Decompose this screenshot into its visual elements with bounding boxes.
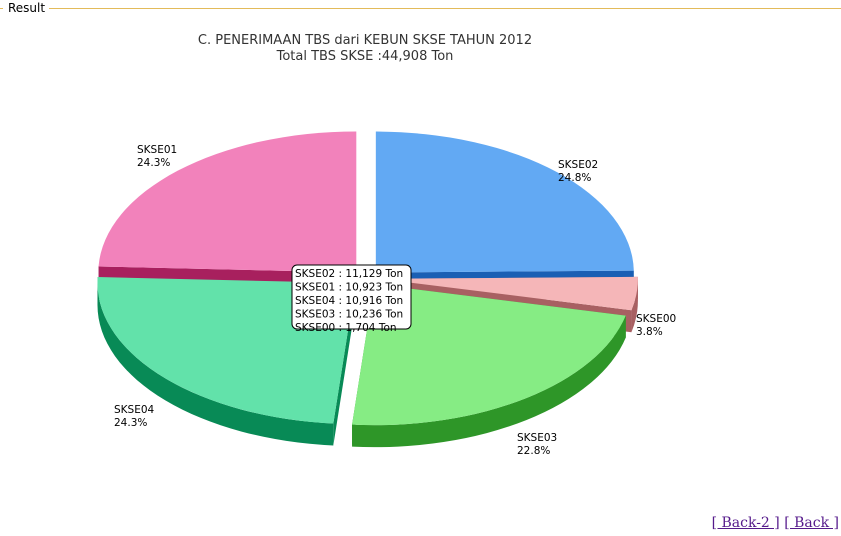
back-2-link[interactable]: [ Back-2 ]: [711, 515, 780, 531]
pie-slice-side-skse03: [352, 315, 626, 448]
slice-label-name: SKSE04: [114, 404, 155, 416]
back-link[interactable]: [ Back ]: [784, 515, 839, 531]
result-panel-legend: Result: [3, 1, 50, 15]
slice-label-percent: 3.8%: [636, 326, 663, 338]
chart-subtitle: Total TBS SKSE :44,908 Ton: [276, 49, 454, 64]
chart-title: C. PENERIMAAN TBS dari KEBUN SKSE TAHUN …: [198, 33, 532, 48]
nav-links: [ Back-2 ] [ Back ]: [712, 515, 839, 531]
result-panel-border: [0, 8, 841, 9]
tooltip-line: SKSE04 : 10,916 Ton: [295, 295, 403, 307]
slice-label-percent: 24.3%: [114, 417, 147, 429]
slice-label-name: SKSE01: [137, 144, 177, 156]
tooltip-line: SKSE03 : 10,236 Ton: [295, 309, 403, 321]
chart-tooltip: [291, 264, 412, 330]
slice-label-name: SKSE02: [558, 159, 598, 171]
slice-label-name: SKSE03: [517, 432, 557, 444]
tooltip-line: SKSE01 : 10,923 Ton: [295, 282, 403, 294]
pie-slice-skse01[interactable]: [98, 131, 357, 273]
slice-label-percent: 24.8%: [558, 172, 591, 184]
pie-slice-skse00[interactable]: [379, 276, 638, 311]
slice-label-percent: 22.8%: [517, 445, 550, 457]
pie-slice-skse04[interactable]: [97, 277, 356, 424]
pie-slice-side-skse04: [97, 283, 334, 446]
tooltip-line: SKSE00 : 1,704 Ton: [295, 322, 397, 334]
pie-slice-side-skse00: [631, 278, 638, 333]
slice-label-percent: 24.3%: [137, 157, 170, 169]
pie-slice-skse02[interactable]: [375, 131, 634, 273]
tooltip-line: SKSE02 : 11,129 Ton: [295, 268, 403, 280]
slice-label-name: SKSE00: [636, 313, 676, 325]
pie-slice-skse03[interactable]: [352, 284, 626, 426]
